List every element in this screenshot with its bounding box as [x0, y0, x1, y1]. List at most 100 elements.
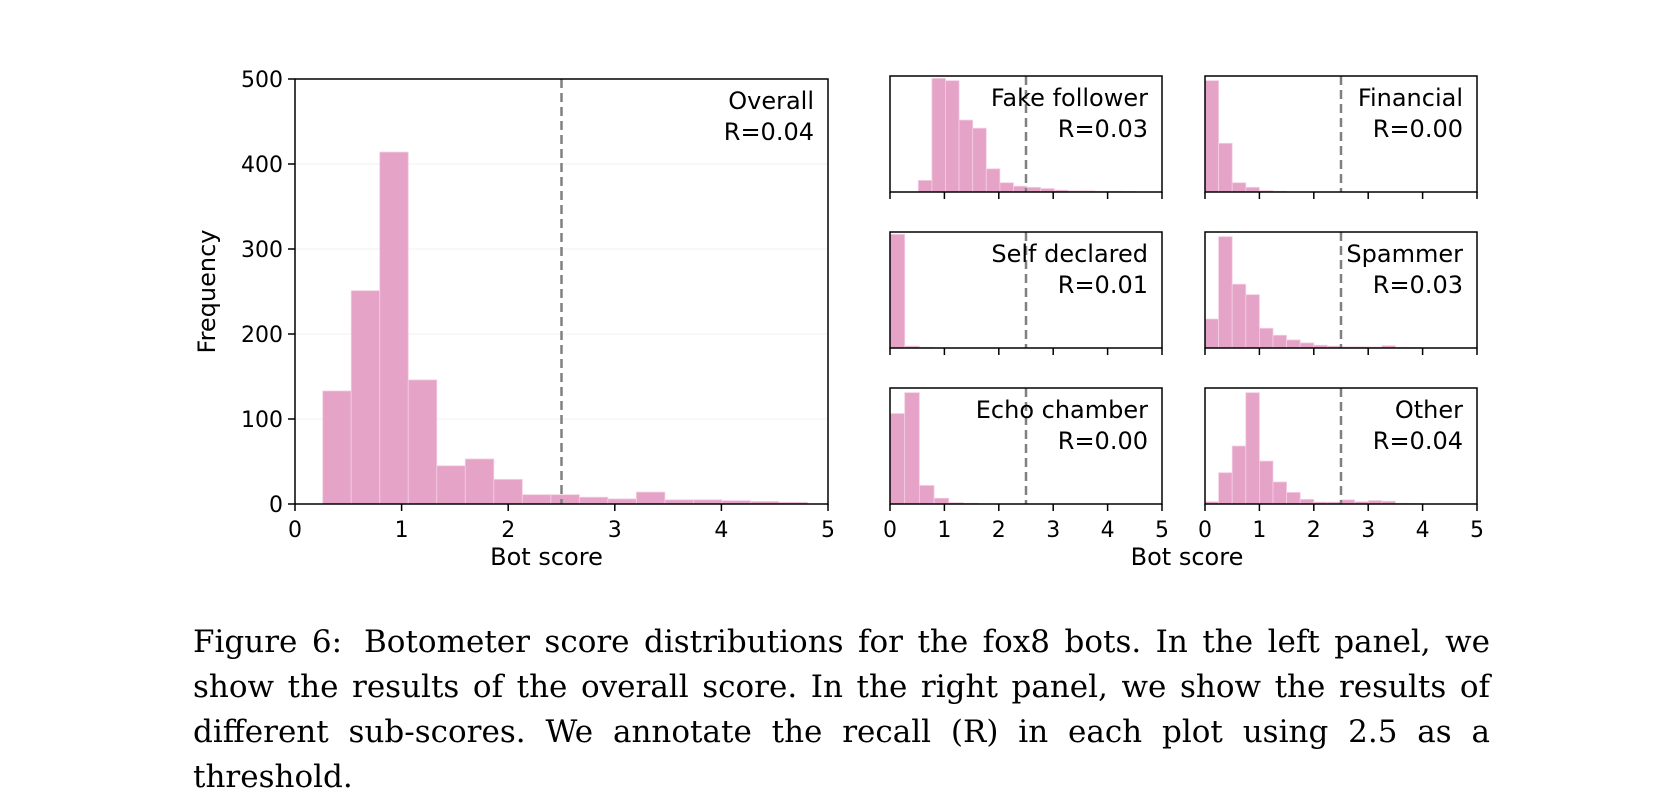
histogram-bar [1218, 142, 1233, 193]
histogram-bar [904, 392, 920, 505]
x-tick-label: 2 [1307, 518, 1321, 543]
x-tick-label: 4 [1416, 518, 1430, 543]
plot-frame [294, 78, 829, 505]
histogram-bar [464, 458, 495, 505]
x-tick-label: 0 [288, 518, 302, 543]
figure-caption: Figure 6: Botometer score distributions f… [193, 620, 1490, 800]
histogram-bar [578, 496, 609, 505]
plot-frame [1204, 387, 1478, 505]
x-tick-label: 1 [1252, 518, 1266, 543]
histogram-bar [972, 127, 987, 193]
histogram-bar [635, 491, 666, 505]
x-tick-label: 4 [714, 518, 728, 543]
overall-histogram: 0 1 2 3 4 5 0 100 200 300 400 500 Bot score Frequency… [193, 68, 835, 571]
panel-title: Fake follower [991, 84, 1148, 112]
histogram-bar [1218, 236, 1233, 349]
histogram-bar [1245, 392, 1260, 505]
x-tick-label: 2 [992, 518, 1006, 543]
panel-title: Echo chamber [976, 396, 1148, 424]
recall-annotation: R=0.01 [1058, 271, 1148, 299]
histogram-bar [1204, 318, 1219, 349]
other-histogram: 0 1 2 3 4 5 Other R=0.04 [1198, 387, 1484, 543]
x-tick-label: 2 [501, 518, 515, 543]
y-tick-label: 0 [269, 493, 283, 518]
y-axis-label: Frequency [193, 230, 221, 354]
histogram-bar [1286, 339, 1301, 349]
y-tick-label: 100 [241, 408, 283, 433]
histogram-bar [550, 494, 580, 505]
x-tick-label: 5 [821, 518, 835, 543]
spammer-histogram: Spammer R=0.03 [1204, 231, 1478, 355]
recall-annotation: R=0.03 [1058, 115, 1148, 143]
histogram-bar [322, 390, 352, 505]
recall-annotation: R=0.04 [724, 118, 814, 146]
histogram-bar [945, 80, 960, 193]
x-tick-label: 3 [1046, 518, 1060, 543]
histogram-bar [1259, 327, 1274, 349]
recall-annotation: R=0.00 [1373, 115, 1463, 143]
histogram-bar [933, 497, 950, 505]
histogram-bar [521, 494, 552, 505]
histogram-bar [1204, 80, 1219, 193]
recall-annotation: R=0.04 [1373, 427, 1463, 455]
financial-histogram: Financial R=0.00 [1204, 75, 1478, 199]
recall-annotation: R=0.03 [1373, 271, 1463, 299]
plot-frame [1204, 231, 1478, 349]
x-tick-label: 3 [608, 518, 622, 543]
panel-title: Overall [728, 87, 814, 115]
histogram-bar [1272, 334, 1287, 349]
panel-title: Spammer [1346, 240, 1463, 268]
histogram-bar [1259, 460, 1274, 505]
y-tick-label: 400 [241, 153, 283, 178]
y-tick-label: 300 [241, 238, 283, 263]
histogram-bar [607, 498, 637, 505]
x-axis-label: Bot score [490, 543, 603, 571]
recall-annotation: R=0.00 [1058, 427, 1148, 455]
histogram-bar [436, 465, 466, 505]
histogram-bar [379, 151, 409, 505]
x-tick-label: 5 [1470, 518, 1484, 543]
self-declared-histogram: Self declared R=0.01 [889, 231, 1163, 355]
histogram-bar [917, 179, 933, 193]
histogram-bar [918, 485, 935, 505]
histogram-bar [958, 119, 974, 193]
x-tick-label: 5 [1155, 518, 1169, 543]
right-panel-x-axis-label: Bot score [1131, 543, 1244, 571]
figure-caption-text: Botometer score distributions for the fo… [193, 624, 1490, 795]
plot-frame [889, 75, 1163, 193]
y-tick-label: 200 [241, 323, 283, 348]
figure-caption-label: Figure 6: [193, 624, 343, 660]
histogram-bar [889, 413, 906, 505]
plot-frame [889, 231, 1163, 349]
histogram-bar [1218, 472, 1233, 505]
histogram-bar [1231, 445, 1247, 505]
histogram-bar [407, 379, 438, 505]
x-tick-label: 4 [1101, 518, 1115, 543]
histogram-bar [1231, 182, 1247, 193]
histogram-bar [1231, 283, 1247, 349]
x-tick-label: 0 [883, 518, 897, 543]
plot-frame [1204, 75, 1478, 193]
histogram-bar [1299, 342, 1315, 349]
x-tick-label: 1 [937, 518, 951, 543]
echo-chamber-histogram: 0 1 2 3 4 5 Echo chamber R=0.00 [883, 387, 1169, 543]
histogram-bar [931, 77, 946, 193]
histogram-bar [985, 168, 1001, 193]
histogram-bar [1245, 294, 1260, 349]
histogram-bar [889, 233, 906, 349]
histogram-bar [999, 182, 1014, 193]
panel-title: Financial [1358, 84, 1463, 112]
histogram-bar [493, 478, 523, 505]
fake-follower-histogram: Fake follower R=0.03 [889, 75, 1163, 199]
panel-title: Self declared [991, 240, 1148, 268]
x-tick-label: 0 [1198, 518, 1212, 543]
histogram-bar [350, 290, 381, 505]
x-tick-label: 3 [1361, 518, 1375, 543]
plot-frame [889, 387, 1163, 505]
x-tick-label: 1 [395, 518, 409, 543]
y-tick-label: 500 [241, 68, 283, 93]
panel-title: Other [1395, 396, 1463, 424]
histogram-bar [1272, 481, 1287, 505]
histogram-bar [1286, 491, 1301, 505]
